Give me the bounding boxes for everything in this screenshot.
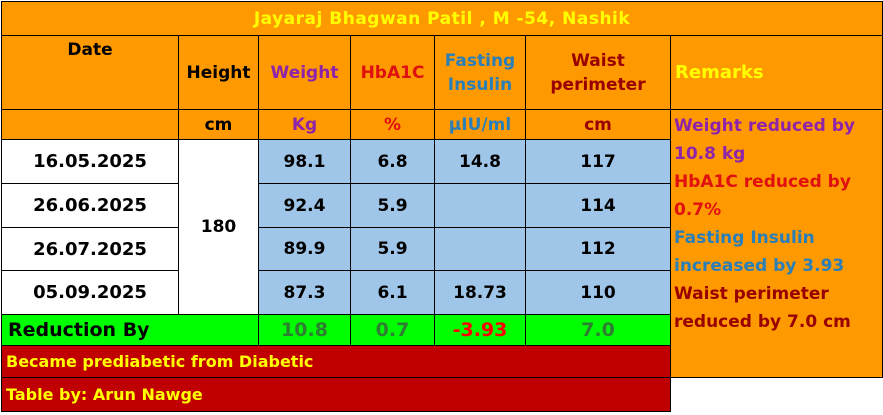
- height-value: 180: [178, 139, 259, 315]
- insulin-cell: [434, 227, 526, 271]
- waist-cell: 117: [525, 139, 671, 184]
- header-row: Date Height Weight HbA1C Fasting Insulin…: [1, 35, 883, 110]
- reduction-weight: 10.8: [258, 314, 351, 346]
- hba1c-cell: 6.1: [350, 270, 435, 315]
- date-cell: 16.05.2025: [1, 139, 179, 184]
- status-note: Became prediabetic from Diabetic: [1, 345, 671, 378]
- header-waist-perimeter: Waist perimeter: [525, 35, 671, 110]
- footer-credit-row: Table by: Arun Nawge: [1, 377, 883, 412]
- remark-weight: Weight reduced by 10.8 kg: [674, 116, 855, 164]
- weight-cell: 92.4: [258, 183, 351, 228]
- date-cell: 05.09.2025: [1, 270, 179, 315]
- title-row: Jayaraj Bhagwan Patil , M -54, Nashik: [0, 1, 883, 36]
- waist-cell: 114: [525, 183, 671, 228]
- reduction-insulin: -3.93: [434, 314, 526, 346]
- header-fasting-insulin: Fasting Insulin: [434, 35, 526, 110]
- reduction-waist: 7.0: [525, 314, 671, 346]
- reduction-row: Reduction By 10.8 0.7 -3.93 7.0: [1, 314, 883, 346]
- header-hba1c: HbA1C: [350, 35, 435, 110]
- reduction-hba1c: 0.7: [350, 314, 435, 346]
- insulin-cell: 18.73: [434, 270, 526, 315]
- unit-weight: Kg: [258, 109, 351, 140]
- weight-cell: 98.1: [258, 139, 351, 184]
- waist-cell: 110: [525, 270, 671, 315]
- insulin-cell: 14.8: [434, 139, 526, 184]
- unit-height: cm: [178, 109, 259, 140]
- header-weight: Weight: [258, 35, 351, 110]
- unit-waist: cm: [525, 109, 671, 140]
- remark-fasting-insulin: Fasting Insulin increased by 3.93: [674, 228, 845, 276]
- hba1c-cell: 5.9: [350, 227, 435, 271]
- footer-note-row: Became prediabetic from Diabetic: [1, 345, 883, 378]
- header-remarks: Remarks: [669, 35, 883, 110]
- table-row: 05.09.2025 87.3 6.1 18.73 110: [1, 270, 883, 315]
- reduction-label: Reduction By: [1, 314, 259, 346]
- hba1c-cell: 6.8: [350, 139, 435, 184]
- unit-hba1c: %: [350, 109, 435, 140]
- insulin-cell: [434, 183, 526, 228]
- remark-waist: Waist perimeter reduced by 7.0 cm: [674, 284, 851, 332]
- waist-cell: 112: [525, 227, 671, 271]
- hba1c-cell: 5.9: [350, 183, 435, 228]
- unit-date-empty: [1, 109, 179, 140]
- date-cell: 26.07.2025: [1, 227, 179, 271]
- patient-title: Jayaraj Bhagwan Patil , M -54, Nashik: [0, 1, 883, 36]
- table-credit: Table by: Arun Nawge: [1, 377, 671, 412]
- remark-hba1c: HbA1C reduced by 0.7%: [674, 172, 851, 220]
- weight-cell: 87.3: [258, 270, 351, 315]
- unit-fasting-insulin: µIU/ml: [434, 109, 526, 140]
- date-cell: 26.06.2025: [1, 183, 179, 228]
- units-row: cm Kg % µIU/ml cm Weight reduced by 10.8…: [1, 109, 883, 378]
- header-height: Height: [178, 35, 259, 110]
- remarks-cell: Weight reduced by 10.8 kg HbA1C reduced …: [669, 109, 883, 378]
- table-row: 26.06.2025 92.4 5.9 114: [1, 183, 883, 228]
- header-date: Date: [1, 35, 179, 110]
- weight-cell: 89.9: [258, 227, 351, 271]
